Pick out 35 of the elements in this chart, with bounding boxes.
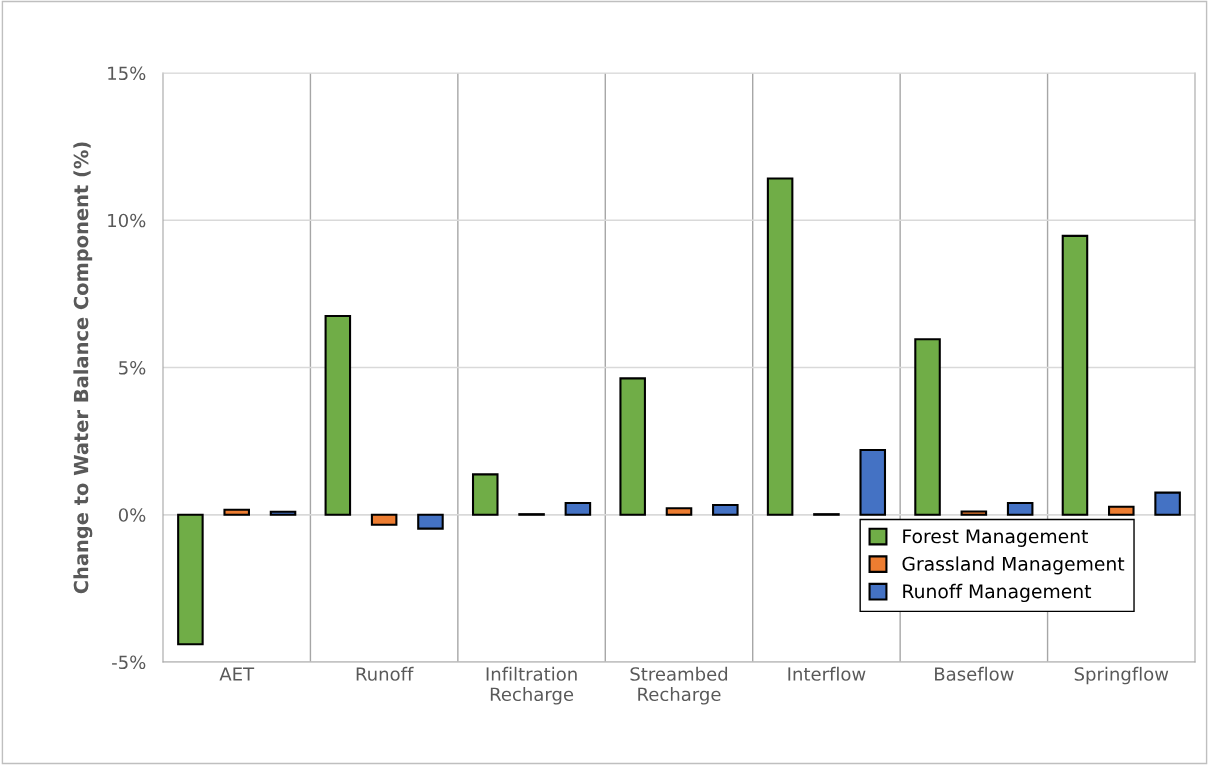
legend-label: Forest Management bbox=[903, 529, 1088, 547]
x-tick-label: Interflow bbox=[788, 666, 866, 681]
bar bbox=[766, 177, 794, 516]
x-tick-label: AET bbox=[219, 667, 255, 681]
y-axis-title: Change to Water Balance Component (%) bbox=[73, 142, 93, 594]
bar bbox=[914, 338, 941, 516]
x-tick-label: Infiltration Recharge bbox=[486, 666, 577, 705]
x-tick-label: Runoff bbox=[356, 666, 414, 681]
y-tick-label: 5% bbox=[119, 360, 146, 375]
bar bbox=[1154, 491, 1181, 516]
y-tick-label: 15% bbox=[108, 66, 146, 81]
bar bbox=[960, 510, 988, 516]
bar bbox=[564, 501, 592, 516]
bar bbox=[471, 473, 499, 516]
bar bbox=[1006, 501, 1034, 516]
bar bbox=[665, 507, 693, 516]
bar bbox=[1061, 234, 1089, 516]
bar bbox=[1108, 505, 1135, 516]
x-tick-label: Springflow bbox=[1074, 666, 1169, 685]
bar bbox=[370, 513, 398, 526]
x-tick-label: Streambed Recharge bbox=[630, 666, 728, 705]
y-tick-label: -5% bbox=[112, 655, 146, 670]
bar bbox=[223, 508, 250, 516]
bar bbox=[417, 513, 444, 530]
legend-label: Runoff Management bbox=[903, 583, 1092, 603]
bar bbox=[324, 314, 352, 516]
x-tick-label: Baseflow bbox=[935, 666, 1014, 681]
y-tick-label: 10% bbox=[108, 213, 146, 228]
y-tick-label: 0% bbox=[118, 508, 146, 522]
bar bbox=[619, 377, 646, 516]
bar bbox=[712, 503, 739, 516]
bar bbox=[859, 448, 887, 516]
legend-label: Grassland Management bbox=[902, 556, 1125, 575]
bar bbox=[177, 513, 204, 646]
bar bbox=[269, 510, 297, 516]
